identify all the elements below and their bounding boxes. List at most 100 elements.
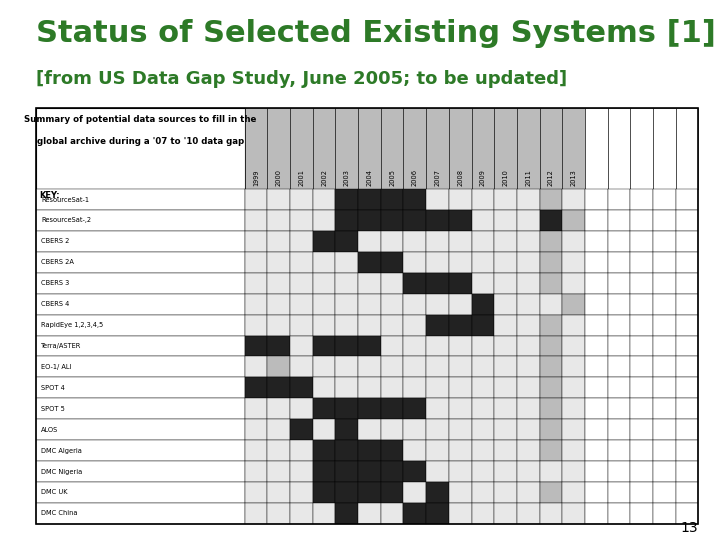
- Bar: [562, 189, 585, 210]
- Bar: [403, 440, 426, 461]
- Bar: [36, 210, 245, 231]
- Bar: [653, 273, 675, 294]
- Bar: [585, 252, 608, 273]
- Bar: [245, 440, 267, 461]
- Bar: [585, 399, 608, 419]
- Bar: [517, 273, 539, 294]
- Bar: [403, 356, 426, 377]
- Bar: [267, 294, 290, 315]
- Bar: [585, 335, 608, 356]
- Text: 2000: 2000: [276, 169, 282, 186]
- Bar: [36, 252, 245, 273]
- Bar: [653, 356, 675, 377]
- Bar: [381, 461, 403, 482]
- Bar: [517, 108, 539, 189]
- Bar: [472, 377, 494, 399]
- Bar: [562, 273, 585, 294]
- Bar: [358, 399, 381, 419]
- Bar: [290, 419, 312, 440]
- Bar: [358, 210, 381, 231]
- Bar: [630, 231, 653, 252]
- Bar: [675, 108, 698, 189]
- Bar: [290, 294, 312, 315]
- Bar: [267, 399, 290, 419]
- Bar: [36, 440, 245, 461]
- Bar: [539, 399, 562, 419]
- Bar: [336, 189, 358, 210]
- Bar: [290, 399, 312, 419]
- Bar: [312, 461, 336, 482]
- Bar: [267, 335, 290, 356]
- Text: SPOT 5: SPOT 5: [41, 406, 66, 411]
- Text: [from US Data Gap Study, June 2005; to be updated]: [from US Data Gap Study, June 2005; to b…: [36, 70, 567, 88]
- Bar: [653, 461, 675, 482]
- Bar: [36, 356, 245, 377]
- Bar: [653, 231, 675, 252]
- Bar: [494, 210, 517, 231]
- Bar: [675, 461, 698, 482]
- Bar: [267, 252, 290, 273]
- Bar: [630, 461, 653, 482]
- Bar: [653, 252, 675, 273]
- Bar: [585, 315, 608, 335]
- Bar: [358, 231, 381, 252]
- Bar: [630, 315, 653, 335]
- Bar: [608, 440, 630, 461]
- Bar: [36, 377, 245, 399]
- Bar: [539, 108, 562, 189]
- Bar: [336, 335, 358, 356]
- Bar: [36, 108, 245, 189]
- Bar: [630, 356, 653, 377]
- Bar: [426, 273, 449, 294]
- Bar: [426, 440, 449, 461]
- Text: 1999: 1999: [253, 170, 259, 186]
- Bar: [494, 108, 517, 189]
- Bar: [517, 210, 539, 231]
- Bar: [653, 335, 675, 356]
- Bar: [36, 294, 245, 315]
- Bar: [267, 189, 290, 210]
- Bar: [562, 294, 585, 315]
- Bar: [449, 108, 472, 189]
- Bar: [539, 356, 562, 377]
- Bar: [494, 231, 517, 252]
- Bar: [608, 482, 630, 503]
- Bar: [403, 210, 426, 231]
- Bar: [517, 315, 539, 335]
- Bar: [539, 252, 562, 273]
- Bar: [472, 231, 494, 252]
- Bar: [449, 335, 472, 356]
- Bar: [585, 231, 608, 252]
- Bar: [381, 108, 403, 189]
- Bar: [539, 210, 562, 231]
- Bar: [403, 399, 426, 419]
- Bar: [312, 440, 336, 461]
- Bar: [653, 399, 675, 419]
- Bar: [494, 461, 517, 482]
- Bar: [267, 210, 290, 231]
- Bar: [517, 419, 539, 440]
- Bar: [675, 440, 698, 461]
- Bar: [36, 335, 245, 356]
- Bar: [312, 273, 336, 294]
- Bar: [562, 503, 585, 524]
- Bar: [653, 189, 675, 210]
- Bar: [245, 419, 267, 440]
- Bar: [245, 356, 267, 377]
- Bar: [630, 377, 653, 399]
- Bar: [290, 440, 312, 461]
- Text: DMC China: DMC China: [41, 510, 78, 516]
- Bar: [403, 482, 426, 503]
- Bar: [381, 252, 403, 273]
- Bar: [517, 335, 539, 356]
- Text: 2004: 2004: [366, 169, 372, 186]
- Bar: [608, 461, 630, 482]
- Bar: [494, 503, 517, 524]
- Bar: [312, 377, 336, 399]
- Bar: [426, 252, 449, 273]
- Text: 2005: 2005: [389, 169, 395, 186]
- Bar: [494, 399, 517, 419]
- Bar: [36, 419, 245, 440]
- Bar: [358, 482, 381, 503]
- Bar: [381, 399, 403, 419]
